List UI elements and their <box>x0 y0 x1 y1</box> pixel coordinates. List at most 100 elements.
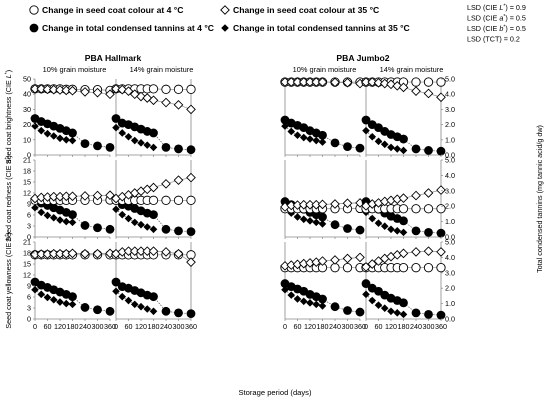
y-tick-label: 6 <box>27 211 31 220</box>
y-tick-label: 21 <box>23 238 31 247</box>
x-tick-label: 120 <box>135 322 147 331</box>
y-tick-label: 18 <box>23 249 31 258</box>
tannin-35c-point <box>380 304 389 313</box>
tannin-35c-point <box>380 222 389 231</box>
y-axis-label-star: * <box>5 235 11 237</box>
colour-35c-point <box>61 191 72 202</box>
x-tick-label: 360 <box>435 322 447 331</box>
colour-35c-point <box>161 178 171 189</box>
colour-35c-point <box>148 246 159 257</box>
right-tick-label: 2.0 <box>445 284 455 293</box>
tannin-35c-point <box>387 307 395 316</box>
colour-35c-point <box>173 248 184 259</box>
right-tick-label: 4.0 <box>445 90 455 99</box>
right-tick-label: 1.0 <box>445 217 455 226</box>
tannin-4c-point <box>361 115 371 125</box>
colour-35c-point <box>55 248 65 259</box>
tannin-35c-point <box>362 126 370 135</box>
tannin-4c-point <box>411 226 421 236</box>
y-tick-label: 0 <box>27 233 31 242</box>
tannin-4c-point <box>330 302 340 312</box>
tannin-35c-point <box>118 129 127 137</box>
y-tick-label: 9 <box>27 200 31 209</box>
x-tick-label: 0 <box>114 322 118 331</box>
colour-35c-point <box>48 248 59 259</box>
tannin-35c-point <box>374 219 383 227</box>
colour-35c-point <box>186 104 196 115</box>
y-tick-label: 12 <box>23 271 31 280</box>
colour-4c-point <box>186 84 196 94</box>
tannin-35c-point <box>43 211 52 220</box>
colour-35c-point <box>398 248 409 259</box>
colour-35c-point <box>36 249 47 259</box>
colour-35c-point <box>30 84 40 94</box>
tannin-35c-point <box>312 136 321 145</box>
tannin-35c-point <box>293 295 302 303</box>
lsd-star: * <box>503 14 505 20</box>
tannin-35c-point <box>318 138 327 146</box>
tannin-35c-point <box>143 223 152 231</box>
tannin-4c-point <box>68 292 77 302</box>
panel-b-3: 0 60 120 180 240 300 360 <box>280 242 366 331</box>
moisture-label: 10% grain moisture <box>43 65 107 74</box>
colour-4c-point <box>423 204 434 214</box>
tannin-4c-point <box>80 221 90 230</box>
tannin-35c-point <box>374 301 383 309</box>
y-axis-label-prefix: Seed coat brightness (CIE <box>4 78 13 164</box>
y-tick-label: 21 <box>23 156 31 165</box>
tannin-35c-point <box>118 292 127 301</box>
colour-35c-point <box>80 191 90 201</box>
y-tick-label: 12 <box>23 189 31 198</box>
colour-35c-point <box>361 77 371 87</box>
tannin-35c-point <box>399 228 408 237</box>
lsd-value: ) = 0.5 <box>505 14 526 23</box>
tannin-35c-point <box>130 300 139 309</box>
panel-titles: PBA Hallmark PBA Jumbo2 10% grain moisture… <box>43 53 444 74</box>
tannin-35c-point <box>62 299 71 308</box>
lsd-symbol: a <box>499 14 503 23</box>
tannin-35c-point <box>387 143 395 152</box>
tannin-4c-point <box>355 143 365 153</box>
colour-35c-point <box>136 246 146 257</box>
tannin-35c-point <box>149 143 158 152</box>
moisture-label: 14% grain moisture <box>130 65 194 74</box>
colour-35c-point <box>411 86 421 96</box>
colour-35c-point <box>436 92 446 103</box>
colour-35c-point <box>292 77 303 87</box>
panel-grid: 010203040500.01.02.03.04.05.003691215182… <box>23 75 455 332</box>
colour-35c-point <box>317 256 328 266</box>
panel-b-2: 0 60 120 180 240 300 360 <box>111 242 197 331</box>
tannin-35c-point <box>31 285 39 294</box>
colour-35c-point <box>280 77 290 87</box>
tannin-4c-point <box>343 224 352 233</box>
y-tick-label: 10 <box>23 135 31 144</box>
tannin-35c-point <box>318 302 327 310</box>
x-tick-label: 240 <box>410 322 422 331</box>
tannin-35c-point <box>143 305 152 313</box>
tannin-4c-point <box>149 292 158 302</box>
colour-35c-point <box>330 255 340 265</box>
tannin-35c-point <box>399 146 408 155</box>
colour-35c-point <box>411 190 421 201</box>
y-axis-label: Seed coat redness (CIE a*) <box>4 155 13 242</box>
x-tick-label: 180 <box>317 322 329 331</box>
colour-35c-point <box>379 78 390 89</box>
colour-4c-point <box>436 263 446 273</box>
right-tick-label: 0.0 <box>445 233 455 242</box>
panel-b-1: 0 60 120 180 240 300 360 <box>30 242 116 331</box>
x-tick-label: 60 <box>375 322 383 331</box>
tannin-35c-point <box>124 296 133 305</box>
tannin-35c-point <box>62 217 71 226</box>
colour-35c-point <box>142 93 153 103</box>
colour-35c-point <box>398 82 409 93</box>
tannin-35c-point <box>149 307 158 316</box>
colour-35c-point <box>298 77 309 87</box>
colour-35c-point <box>148 182 159 193</box>
right-tick-label: 4.0 <box>445 171 455 180</box>
tannin-4c-point <box>424 309 433 319</box>
colour-4c-point <box>423 77 434 87</box>
right-tick-label: 2.0 <box>445 202 455 211</box>
colour-35c-point <box>355 252 365 263</box>
tannin-4c-point <box>318 130 327 140</box>
tannin-4c-point <box>149 210 158 220</box>
